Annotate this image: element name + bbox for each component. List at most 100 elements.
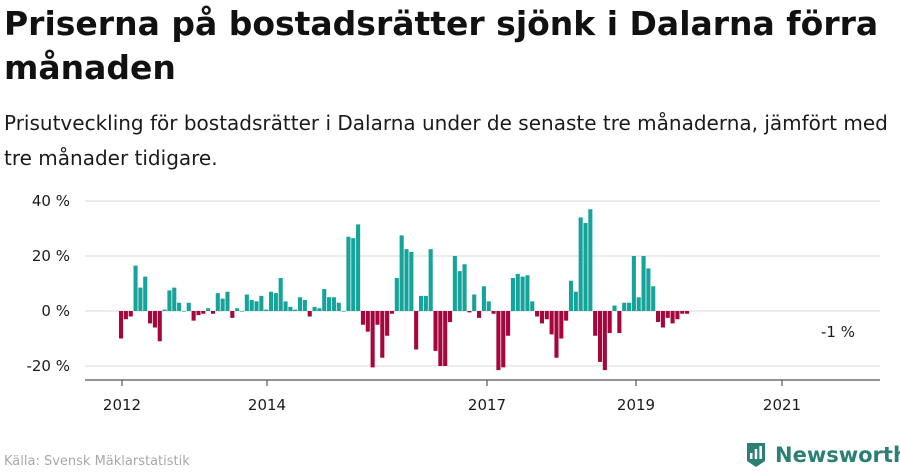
y-tick-label: 20 %: [32, 247, 70, 265]
bar: [631, 256, 636, 311]
bar: [583, 223, 588, 311]
bar: [641, 256, 646, 311]
bar: [501, 311, 506, 368]
gridlines: [85, 200, 880, 367]
bar: [206, 308, 211, 311]
bar: [264, 309, 269, 312]
bar: [191, 311, 196, 321]
bar: [433, 311, 438, 351]
bar: [268, 291, 274, 311]
bar: [394, 278, 399, 311]
y-tick-label: 0 %: [41, 302, 70, 320]
brand-name: Newsworthy: [775, 443, 900, 467]
bar: [660, 311, 665, 328]
bar: [646, 268, 651, 312]
y-axis-labels: 40 % 20 % 0 % -20 %: [26, 192, 70, 375]
x-tick-label: 2012: [103, 396, 141, 414]
bar: [491, 311, 496, 314]
bar: [549, 311, 554, 335]
bar: [317, 308, 322, 311]
bar: [506, 311, 511, 336]
bar: [322, 289, 327, 311]
bar: [215, 293, 220, 312]
bar: [162, 309, 167, 312]
chart-subtitle: Prisutveckling för bostadsrätter i Dalar…: [4, 111, 888, 170]
bar: [438, 311, 443, 366]
bar: [298, 297, 303, 311]
bar: [680, 311, 685, 314]
bar: [486, 301, 491, 312]
bar: [651, 286, 656, 311]
bar: [573, 291, 578, 311]
x-tick-label: 2017: [468, 396, 506, 414]
bar: [685, 311, 690, 314]
bar: [467, 311, 472, 313]
bar: [181, 311, 186, 312]
bar: [336, 302, 341, 311]
bar: [423, 295, 428, 312]
bar: [365, 311, 370, 332]
bar: [602, 311, 607, 371]
bar: [201, 311, 206, 314]
bar: [133, 265, 138, 312]
bar: [626, 302, 632, 311]
bar: [472, 294, 477, 311]
bar: [530, 301, 535, 312]
bar: [288, 306, 293, 312]
bar: [554, 311, 559, 358]
bar: [172, 287, 177, 312]
bar-chart: 40 % 20 % 0 % -20 % 2012 2014 2017 2019 2021 -1…: [26, 192, 880, 414]
bar: [259, 295, 264, 312]
bar: [360, 311, 365, 325]
bar: [510, 278, 515, 311]
bar: [544, 311, 549, 320]
bar: [230, 311, 235, 318]
bar: [119, 311, 124, 339]
bar: [656, 311, 661, 322]
bar: [617, 311, 622, 333]
bar: [399, 235, 404, 312]
bar: [341, 311, 346, 312]
bar: [138, 287, 143, 312]
x-tick-label: 2019: [617, 396, 655, 414]
bar: [588, 209, 593, 311]
bar: [307, 311, 312, 317]
newsworthy-logo-icon: [747, 443, 765, 467]
bar: [414, 311, 419, 350]
bar: [665, 311, 670, 318]
bar: [675, 311, 680, 320]
bar: [346, 236, 351, 311]
bar: [452, 256, 457, 311]
last-value-label: -1 %: [821, 323, 855, 341]
bar: [578, 217, 583, 311]
bar: [607, 311, 612, 333]
bar: [220, 298, 225, 312]
bar: [568, 280, 574, 311]
bar: [535, 311, 540, 317]
bar: [564, 311, 569, 321]
bar: [302, 300, 307, 311]
bar: [370, 311, 375, 368]
bar: [351, 238, 356, 312]
bar: [636, 297, 641, 311]
bar: [210, 311, 216, 314]
bar: [622, 302, 627, 311]
bar: [327, 297, 332, 311]
bar: [515, 273, 520, 312]
bar: [293, 309, 298, 312]
bar: [244, 294, 249, 311]
bar: [612, 305, 617, 311]
bar: [196, 311, 201, 316]
bars: [119, 209, 690, 371]
bar: [148, 311, 153, 324]
bar: [481, 286, 486, 311]
bar: [278, 278, 283, 311]
bar: [670, 311, 675, 324]
bar: [597, 311, 603, 362]
bar: [462, 264, 467, 311]
bar: [477, 311, 482, 318]
chart-title: Priserna på bostadsrätter sjönk i Dalarn…: [4, 4, 879, 87]
bar: [443, 311, 448, 366]
y-tick-label: -20 %: [26, 357, 70, 375]
bar: [457, 271, 462, 312]
